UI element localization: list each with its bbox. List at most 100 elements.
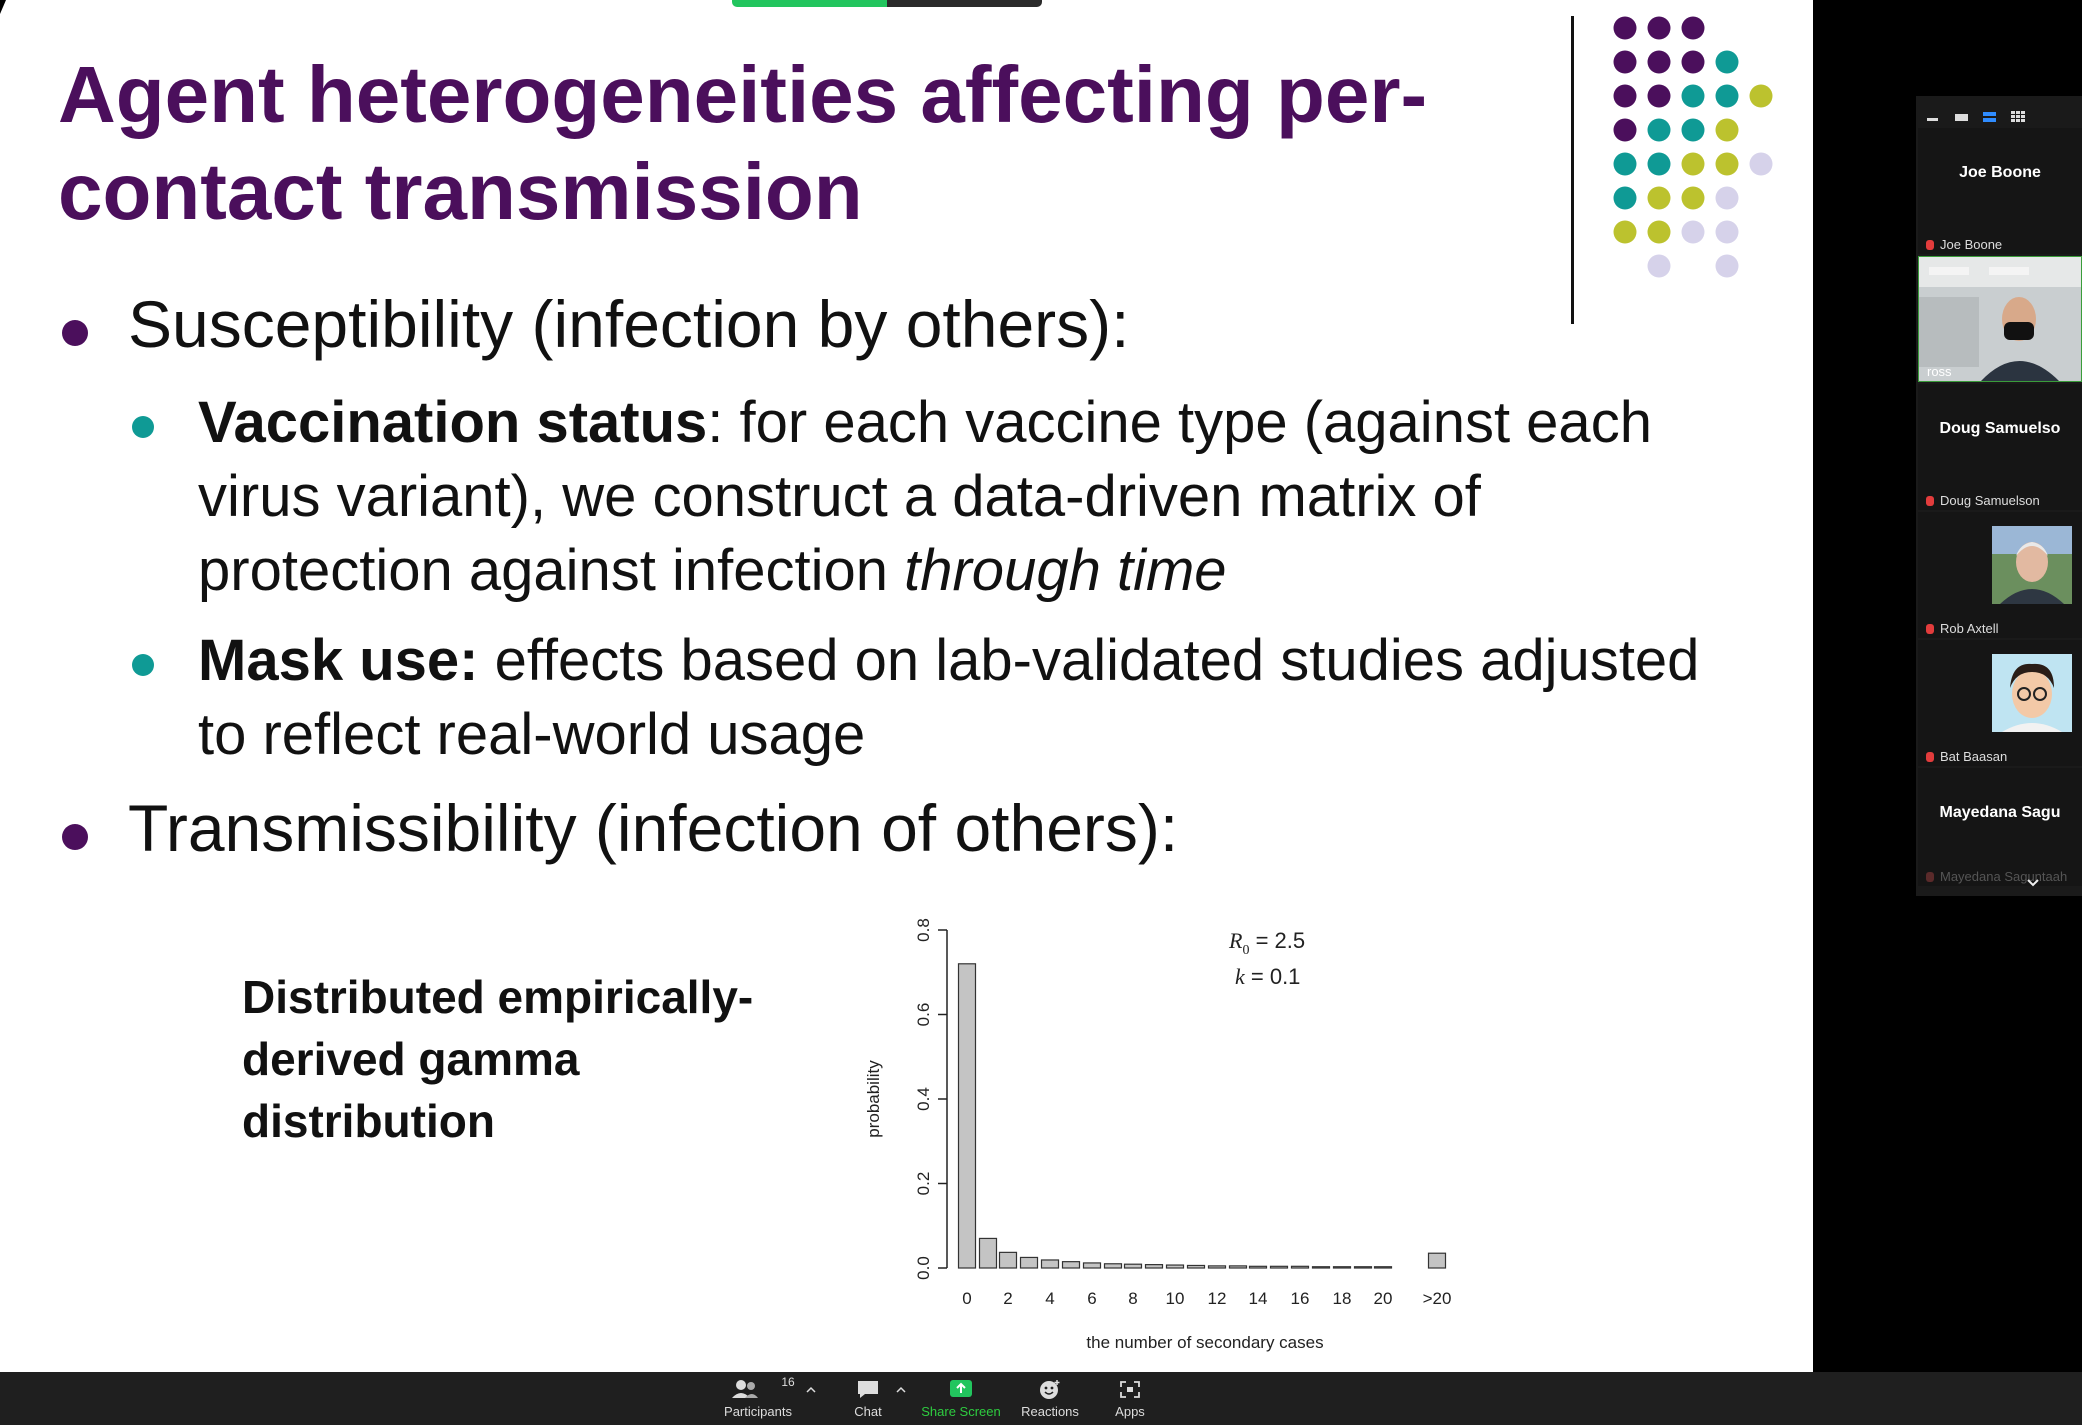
apps-button[interactable]: Apps xyxy=(1100,1378,1160,1419)
participant-caption: Mayedana Saguntaah xyxy=(1926,869,2067,884)
decorative-dot xyxy=(1647,50,1671,74)
participant-tile[interactable]: Bat Baasan xyxy=(1918,640,2082,766)
scroll-down-chevron-icon[interactable] xyxy=(2026,878,2040,888)
reactions-label: Reactions xyxy=(1021,1404,1079,1419)
decorative-dot xyxy=(1715,118,1739,142)
decorative-dot xyxy=(1715,50,1739,74)
decorative-dot xyxy=(1613,186,1637,210)
histogram-bar xyxy=(1427,1252,1447,1269)
decorative-dot xyxy=(1681,152,1705,176)
thumbnail-view-icon[interactable] xyxy=(1954,110,1970,124)
reactions-button[interactable]: Reactions xyxy=(1012,1378,1088,1419)
share-screen-icon xyxy=(950,1380,972,1397)
chat-label: Chat xyxy=(854,1404,882,1419)
bullet-susceptibility-text: Susceptibility (infection by others): xyxy=(128,287,1130,361)
histogram-bar xyxy=(957,963,977,1269)
decorative-dot xyxy=(1715,152,1739,176)
histogram-bar xyxy=(1269,1265,1289,1269)
x-tick-label: >20 xyxy=(1423,1289,1452,1308)
decorative-dot xyxy=(1613,152,1637,176)
histogram-bar xyxy=(1061,1261,1081,1269)
decorative-dot xyxy=(1647,254,1671,278)
participants-icon xyxy=(732,1380,759,1398)
bullet-transmissibility-text: Transmissibility (infection of others): xyxy=(128,791,1179,865)
reactions-icon xyxy=(1040,1380,1060,1399)
histogram-bar xyxy=(978,1237,998,1269)
x-tick-label: 4 xyxy=(1045,1289,1054,1308)
participant-tile[interactable]: Mayedana Sagu Mayedana Saguntaah xyxy=(1918,768,2082,888)
participant-caption: Doug Samuelson xyxy=(1926,493,2040,508)
decorative-dot xyxy=(1681,16,1705,40)
participant-tile[interactable]: Joe Boone Joe Boone xyxy=(1918,128,2082,254)
decorative-dot xyxy=(1681,118,1705,142)
decorative-dot xyxy=(1647,16,1671,40)
participant-video-tile[interactable]: ross xyxy=(1918,256,2082,382)
chat-options-chevron-icon[interactable] xyxy=(896,1386,906,1394)
share-screen-button[interactable]: Share Screen xyxy=(920,1378,1002,1419)
histogram-bar xyxy=(1248,1265,1268,1269)
x-tick-label: 10 xyxy=(1166,1289,1185,1308)
chat-button[interactable]: Chat xyxy=(838,1378,898,1419)
participant-caption: Rob Axtell xyxy=(1926,621,1999,636)
decorative-dot xyxy=(1681,220,1705,244)
histogram-bar xyxy=(1186,1264,1206,1269)
decorative-dot xyxy=(1749,84,1773,108)
x-tick-label: 2 xyxy=(1003,1289,1012,1308)
minimize-icon[interactable] xyxy=(1926,110,1940,124)
participants-options-chevron-icon[interactable] xyxy=(806,1386,816,1394)
histogram-bar xyxy=(1040,1259,1060,1269)
decorative-dot xyxy=(1647,220,1671,244)
gallery-view-icon[interactable] xyxy=(2010,110,2026,124)
histogram-bar xyxy=(1144,1264,1164,1269)
r0-annotation: R0 = 2.5 xyxy=(1228,928,1305,958)
participants-label: Participants xyxy=(724,1404,792,1419)
participant-video xyxy=(1919,257,2081,381)
x-tick-label: 8 xyxy=(1128,1289,1137,1308)
participants-button[interactable]: 16 Participants xyxy=(718,1375,798,1419)
y-tick-label: 0.8 xyxy=(914,918,933,942)
participant-name: Mayedana Sagu xyxy=(1939,804,2061,821)
histogram-bar xyxy=(1123,1263,1143,1269)
histogram-bar xyxy=(1373,1266,1393,1269)
sharing-banner[interactable] xyxy=(732,0,1042,7)
mask-use-label: Mask use: xyxy=(198,628,479,693)
decorative-dot xyxy=(1681,50,1705,74)
muted-mic-icon xyxy=(1926,752,1934,762)
secondary-cases-histogram: 0.0 0.2 0.4 0.6 0.8 probability 0 2 4 6 8 10 12 14 16 1… xyxy=(864,918,1452,1352)
decorative-dot xyxy=(1613,84,1637,108)
gamma-distribution-caption: Distributed empirically-derived gamma di… xyxy=(242,971,754,1147)
histogram-bar xyxy=(1290,1265,1310,1269)
y-tick-label: 0.4 xyxy=(914,1087,933,1111)
participant-cartoon-avatar xyxy=(1992,654,2072,732)
histogram-bar xyxy=(1207,1265,1227,1269)
histogram-bar xyxy=(1103,1263,1123,1269)
decorative-dot xyxy=(1647,186,1671,210)
y-tick-label: 0.0 xyxy=(914,1256,933,1280)
mask-use-text: effects based on lab-validated studies a… xyxy=(198,628,1700,767)
decorative-dot xyxy=(1715,84,1739,108)
decorative-dot xyxy=(1647,84,1671,108)
decorative-dot xyxy=(1749,152,1773,176)
decorative-dot xyxy=(1681,186,1705,210)
chat-icon xyxy=(858,1381,878,1398)
shared-slide: Agent heterogeneities affecting per-cont… xyxy=(0,0,1813,1372)
x-tick-label: 20 xyxy=(1374,1289,1393,1308)
participant-tile[interactable]: Doug Samuelso Doug Samuelson xyxy=(1918,384,2082,510)
histogram-bar xyxy=(1165,1264,1185,1269)
decorative-dot xyxy=(1613,16,1637,40)
histogram-bar xyxy=(1353,1266,1373,1269)
participant-name: Joe Boone xyxy=(1959,164,2041,181)
slide-title: Agent heterogeneities affecting per-cont… xyxy=(58,50,1428,236)
decorative-dot xyxy=(1715,186,1739,210)
participants-gallery-panel: Joe Boone Joe Boone ross Doug Samuelso D… xyxy=(1916,96,2082,896)
decorative-dot xyxy=(1715,220,1739,244)
participant-tile[interactable]: Rob Axtell xyxy=(1918,512,2082,638)
speaker-view-icon[interactable] xyxy=(1982,110,1998,124)
share-screen-label: Share Screen xyxy=(921,1404,1001,1419)
decorative-dot xyxy=(1647,152,1671,176)
sub-bullet-vaccination: Vaccination status: for each vaccine typ… xyxy=(130,386,1730,608)
vaccination-text: : for each vaccine type (against each vi… xyxy=(198,390,1652,603)
x-tick-label: 6 xyxy=(1087,1289,1096,1308)
meeting-toolbar: 16 Participants Chat Share Screen Reacti… xyxy=(0,1372,2082,1425)
histogram-bar xyxy=(1332,1266,1352,1269)
